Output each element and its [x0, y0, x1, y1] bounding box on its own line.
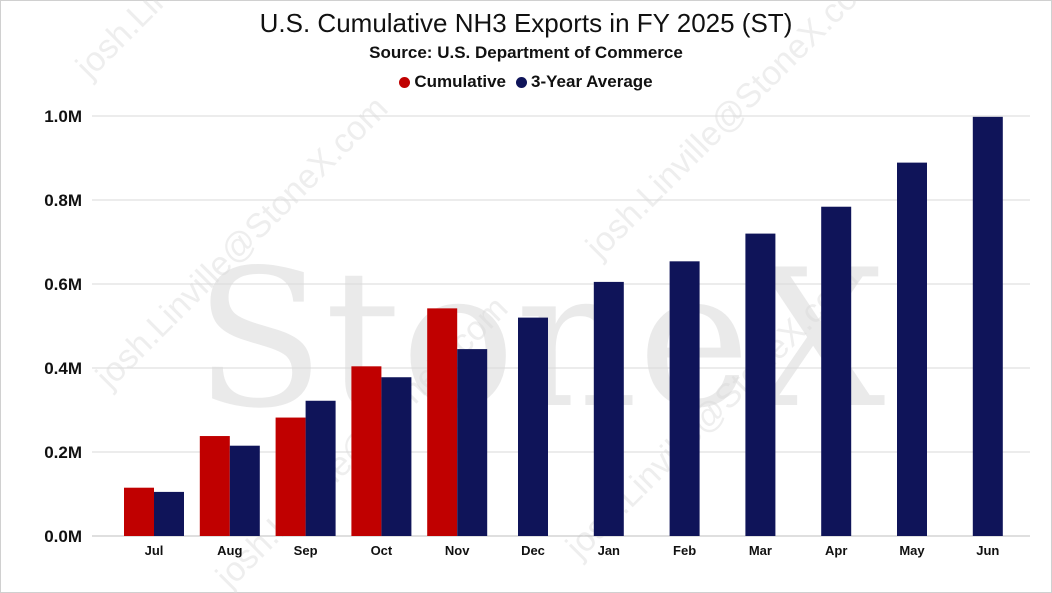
bar-3-year-average-jul — [154, 491, 184, 536]
bar-3-year-average-dec — [518, 317, 548, 536]
y-tick-label: 0.8M — [44, 191, 82, 210]
bar-cumulative-jul — [124, 487, 154, 536]
x-tick-label-jun: Jun — [976, 543, 999, 558]
chart-subtitle: Source: U.S. Department of Commerce — [369, 43, 683, 62]
bar-3-year-average-mar — [745, 233, 776, 536]
x-tick-label-sep: Sep — [294, 543, 318, 558]
x-tick-label-may: May — [899, 543, 925, 558]
bar-cumulative-sep — [275, 417, 306, 536]
y-tick-label: 0.4M — [44, 359, 82, 378]
bar-3-year-average-apr — [821, 206, 852, 536]
x-tick-label-nov: Nov — [445, 543, 470, 558]
gridlines — [92, 115, 1030, 537]
x-tick-label-dec: Dec — [521, 543, 545, 558]
y-axis-ticks: 0.0M 0.2M 0.4M 0.6M 0.8M 1.0M — [44, 107, 82, 546]
y-tick-label: 0.2M — [44, 443, 82, 462]
x-tick-label-apr: Apr — [825, 543, 847, 558]
legend-label-cumulative: Cumulative — [414, 72, 507, 91]
bar-cumulative-nov — [427, 308, 458, 536]
bar-3-year-average-oct — [381, 377, 412, 536]
legend-swatch-cumulative — [399, 76, 411, 88]
bar-cumulative-oct — [351, 366, 382, 536]
legend-item-cumulative: Cumulative — [399, 72, 506, 92]
chart-legend: Cumulative 3-Year Average — [0, 72, 1052, 92]
bars — [124, 116, 1003, 536]
bar-3-year-average-aug — [229, 445, 260, 536]
bar-3-year-average-feb — [669, 261, 700, 536]
legend-item-3-year-average: 3-Year Average — [516, 72, 653, 92]
bar-3-year-average-nov — [457, 349, 488, 536]
legend-label-3-year-average: 3-Year Average — [531, 72, 653, 91]
x-tick-label-feb: Feb — [673, 543, 696, 558]
x-tick-label-jan: Jan — [598, 543, 620, 558]
bar-cumulative-aug — [199, 436, 230, 536]
x-tick-label-jul: Jul — [145, 543, 164, 558]
chart-title: U.S. Cumulative NH3 Exports in FY 2025 (… — [259, 8, 793, 38]
x-tick-label-oct: Oct — [371, 543, 393, 558]
bar-3-year-average-jun — [972, 116, 1003, 536]
legend-swatch-3-year-average — [516, 76, 528, 88]
x-tick-label-aug: Aug — [217, 543, 242, 558]
x-tick-label-mar: Mar — [749, 543, 772, 558]
bar-3-year-average-may — [897, 162, 927, 536]
y-tick-label: 1.0M — [44, 107, 82, 126]
bar-3-year-average-sep — [305, 400, 336, 536]
y-tick-label: 0.6M — [44, 275, 82, 294]
bar-3-year-average-jan — [593, 281, 624, 536]
x-axis-ticks: Jul Aug Sep Oct Nov Dec Jan Feb Mar Apr May Jun — [145, 543, 1000, 558]
y-tick-label: 0.0M — [44, 527, 82, 546]
